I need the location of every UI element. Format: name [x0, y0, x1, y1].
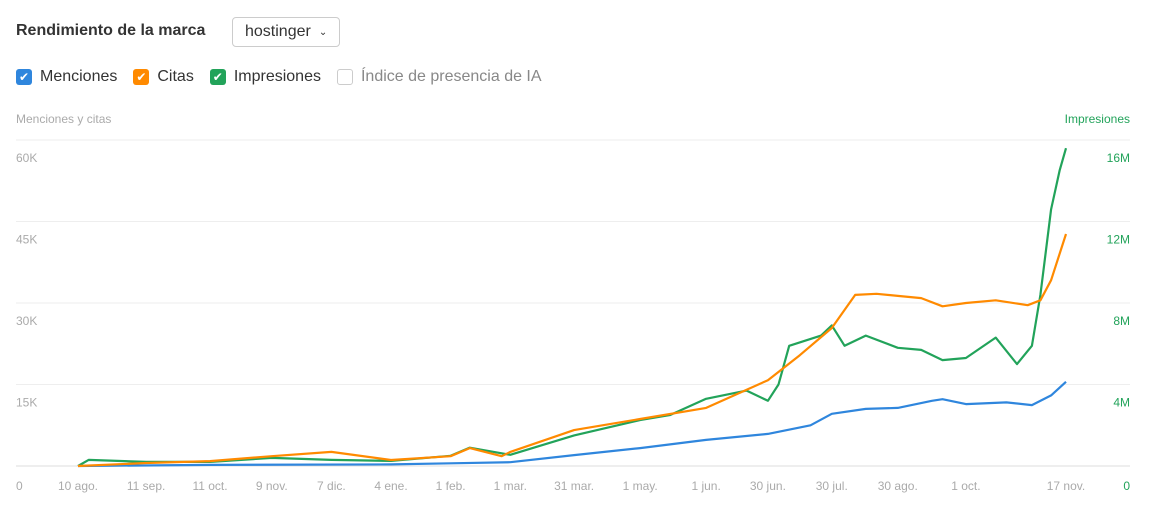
right-axis-title: Impresiones — [1064, 112, 1130, 126]
x-tick: 11 oct. — [192, 479, 227, 493]
checkbox-unchecked-icon[interactable] — [336, 69, 353, 85]
x-tick: 30 ago. — [878, 479, 918, 493]
page-title: Rendimiento de la marca — [16, 22, 206, 39]
series-line-citas — [77, 233, 1068, 468]
x-tick: 7 dic. — [317, 479, 346, 493]
chevron-down-icon: ⌄ — [318, 26, 328, 38]
legend-item-índice-de-presencia-de-ia[interactable]: Índice de presencia de IA — [336, 68, 542, 86]
x-tick: 11 sep. — [127, 479, 165, 493]
legend-item-impresiones[interactable]: ✔ Impresiones — [209, 68, 321, 86]
x-tick: 1 mar. — [494, 479, 527, 493]
x-tick: 10 ago. — [58, 479, 98, 493]
legend-item-menciones[interactable]: ✔ Menciones — [16, 68, 117, 86]
legend-label: Índice de presencia de IA — [360, 68, 542, 85]
x-tick: 31 mar. — [554, 479, 594, 493]
x-tick: 30 jun. — [750, 479, 786, 493]
x-tick: 1 oct. — [951, 479, 980, 493]
x-tick: 1 feb. — [436, 479, 466, 493]
x-tick: 17 nov. — [1047, 479, 1085, 493]
y-tick-left: 45K — [16, 233, 37, 247]
y-tick-left: 60K — [16, 151, 37, 165]
brand-select[interactable]: hostinger ⌄ — [232, 17, 341, 47]
series-line-menciones — [77, 380, 1067, 468]
series-line-impresiones — [77, 147, 1068, 467]
legend: ✔ Menciones ✔ Citas ✔ Impresiones Índice de pr… — [16, 68, 542, 86]
y-tick-right: 0 — [1123, 479, 1130, 493]
x-tick: 30 jul. — [816, 479, 848, 493]
legend-label: Citas — [157, 68, 194, 85]
checkbox-checked-icon[interactable]: ✔ — [133, 69, 150, 85]
brand-select-value: hostinger — [245, 23, 311, 40]
x-tick: 9 nov. — [256, 479, 288, 493]
y-tick-right: 4M — [1113, 396, 1130, 410]
x-tick: 4 ene. — [374, 479, 407, 493]
checkbox-checked-icon[interactable]: ✔ — [16, 69, 32, 85]
y-tick-left: 15K — [16, 396, 37, 410]
x-tick: 1 jun. — [691, 479, 720, 493]
x-tick: 1 may. — [623, 479, 658, 493]
y-tick-right: 8M — [1113, 314, 1130, 328]
legend-item-citas[interactable]: ✔ Citas — [133, 68, 194, 86]
y-tick-left: 30K — [16, 314, 37, 328]
left-axis-title: Menciones y citas — [16, 112, 112, 126]
y-tick-left: 0 — [16, 479, 23, 493]
checkbox-checked-icon[interactable]: ✔ — [209, 69, 226, 85]
y-tick-right: 16M — [1107, 151, 1130, 165]
legend-label: Menciones — [40, 68, 118, 85]
legend-label: Impresiones — [233, 68, 321, 85]
y-tick-right: 12M — [1107, 233, 1130, 247]
